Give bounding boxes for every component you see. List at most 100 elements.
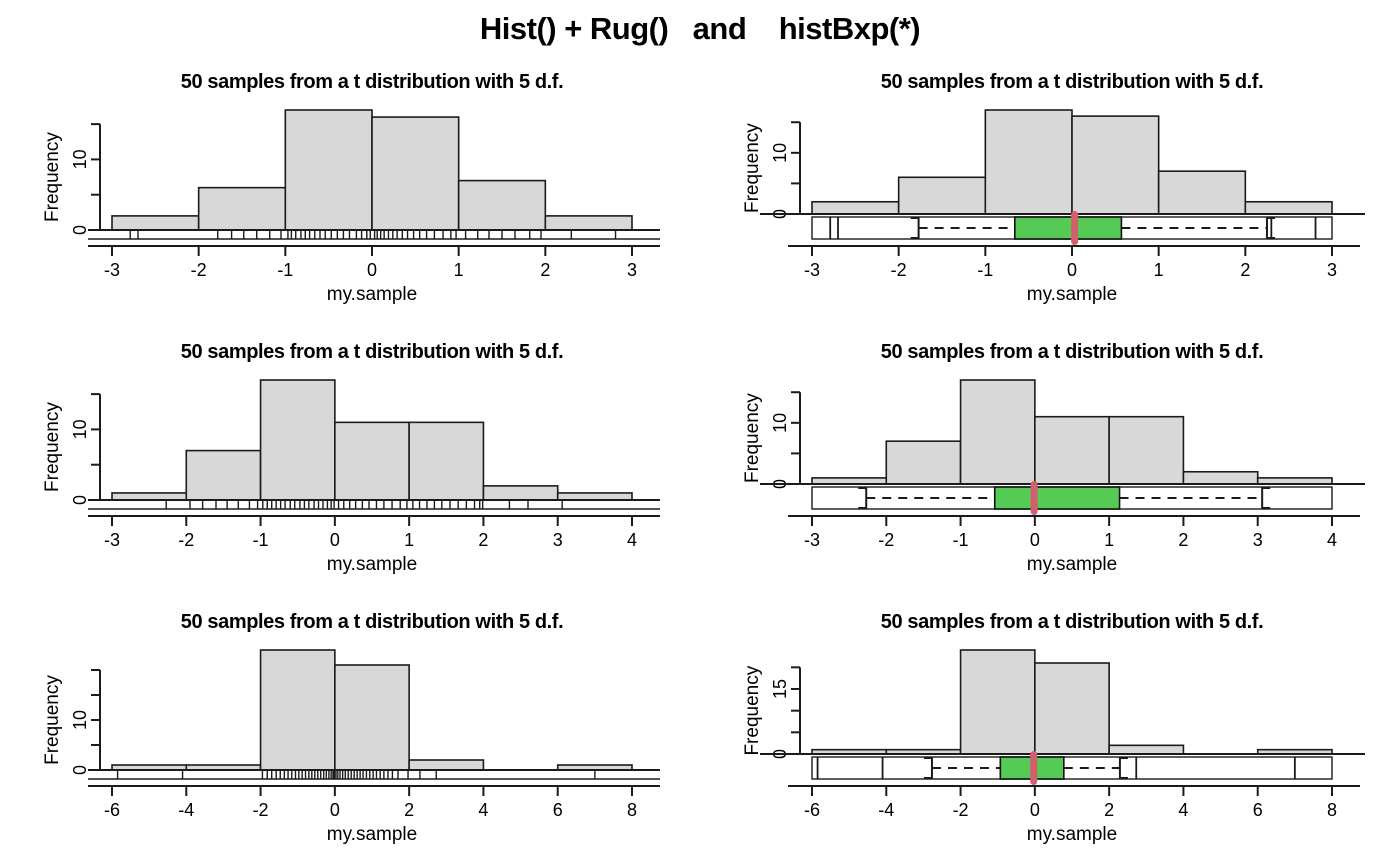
y-tick-label: 15 xyxy=(770,679,790,699)
hist-bar xyxy=(334,664,410,771)
x-tick-label: 2 xyxy=(1178,530,1188,550)
x-axis: -3 -2 -1 0 1 2 3 my.sample xyxy=(88,245,660,305)
panel-hist-rug-3: 50 samples from a t distribution with 5 … xyxy=(0,598,700,866)
panel-title: 50 samples from a t distribution with 5 … xyxy=(181,341,563,363)
y-axis: 0 10 Frequency xyxy=(42,123,101,235)
x-tick-label: -2 xyxy=(253,800,269,820)
x-tick-label: -3 xyxy=(804,260,820,280)
hist-bar xyxy=(1034,662,1110,755)
hist-bar xyxy=(1244,200,1333,215)
panel-grid: 50 samples from a t distribution with 5 … xyxy=(0,58,1400,866)
x-tick-label: -6 xyxy=(104,800,120,820)
histbxp-t5-row3-svg: 50 samples from a t distribution with 5 … xyxy=(742,611,1365,845)
boxplot xyxy=(760,751,1365,785)
x-tick-label: 3 xyxy=(553,530,563,550)
y-tick-label: 10 xyxy=(770,143,790,163)
y-tick-label: 0 xyxy=(70,495,90,505)
x-axis-title: my.sample xyxy=(1027,284,1117,305)
hist-bar xyxy=(111,215,200,231)
median-marker xyxy=(1071,211,1079,245)
y-axis-title: Frequency xyxy=(742,665,763,755)
hist-bar xyxy=(1108,744,1185,755)
panel-hist-rug-2: 50 samples from a t distribution with 5 … xyxy=(0,328,700,598)
x-tick-label: 0 xyxy=(1067,260,1077,280)
histbxp-t5-row2-svg: 50 samples from a t distribution with 5 … xyxy=(742,341,1365,575)
iqr-box xyxy=(993,486,1121,510)
x-tick-label: -1 xyxy=(277,260,293,280)
hist-bar xyxy=(1157,170,1247,215)
x-tick-label: -1 xyxy=(953,530,969,550)
x-tick-label: 2 xyxy=(540,260,550,280)
x-tick-label: 0 xyxy=(1030,800,1040,820)
x-tick-label: 6 xyxy=(1253,800,1263,820)
x-tick-label: -2 xyxy=(191,260,207,280)
hist-bar xyxy=(408,421,485,501)
y-axis: 0 10 Frequency xyxy=(42,393,101,505)
hist-bar xyxy=(1034,415,1110,485)
x-tick-label: 1 xyxy=(1104,530,1114,550)
hist-bar xyxy=(197,186,287,231)
hist-bar xyxy=(897,176,987,215)
x-tick-label: -1 xyxy=(977,260,993,280)
median-marker xyxy=(1030,481,1038,515)
hist-bar xyxy=(1071,115,1160,215)
main-title: Hist() + Rug() and histBxp(*) xyxy=(479,11,921,46)
histogram-bars xyxy=(811,379,1333,485)
hist-bar xyxy=(984,109,1073,215)
hist-rug-t5-row1-svg: 50 samples from a t distribution with 5 … xyxy=(42,71,660,305)
hist-bar xyxy=(457,179,547,231)
y-tick-label: 10 xyxy=(70,419,90,439)
x-tick-label: 3 xyxy=(627,260,637,280)
x-tick-label: 0 xyxy=(367,260,377,280)
hist-bar xyxy=(408,759,485,771)
y-tick-label: 0 xyxy=(70,765,90,775)
iqr-box xyxy=(1013,216,1123,240)
x-tick-label: -1 xyxy=(253,530,269,550)
x-axis-title: my.sample xyxy=(327,284,417,305)
hist-bar xyxy=(371,116,460,231)
x-axis: -6 -4 -2 0 2 4 6 8 my.sample xyxy=(788,785,1360,845)
y-axis: 0 10 Frequency xyxy=(42,669,101,775)
y-axis-title: Frequency xyxy=(42,402,63,492)
x-tick-label: -2 xyxy=(891,260,907,280)
panel-title: 50 samples from a t distribution with 5 … xyxy=(881,71,1263,93)
panel-title: 50 samples from a t distribution with 5 … xyxy=(881,611,1263,633)
panel-hist-rug-1: 50 samples from a t distribution with 5 … xyxy=(0,58,700,328)
rug-marks xyxy=(88,499,660,510)
median-marker xyxy=(1030,751,1038,785)
x-tick-label: 0 xyxy=(330,800,340,820)
panel-hist-bxp-2: 50 samples from a t distribution with 5 … xyxy=(700,328,1400,598)
x-tick-label: 8 xyxy=(1327,800,1337,820)
x-tick-label: 4 xyxy=(627,530,637,550)
hist-rug-t5-row2-svg: 50 samples from a t distribution with 5 … xyxy=(42,341,660,575)
x-tick-label: -2 xyxy=(878,530,894,550)
hist-bar xyxy=(556,492,633,501)
x-tick-label: 2 xyxy=(404,800,414,820)
hist-bar xyxy=(334,421,410,501)
y-tick-label: 10 xyxy=(70,710,90,730)
x-tick-label: -3 xyxy=(804,530,820,550)
x-tick-label: 3 xyxy=(1253,530,1263,550)
hist-bar xyxy=(811,200,900,215)
x-tick-label: 6 xyxy=(553,800,563,820)
x-axis-title: my.sample xyxy=(1027,824,1117,845)
x-tick-label: -2 xyxy=(178,530,194,550)
hist-bar xyxy=(1182,470,1259,485)
y-tick-label: 10 xyxy=(70,149,90,169)
y-tick-label: 10 xyxy=(770,413,790,433)
x-axis: -3 -2 -1 0 1 2 3 4 my.sample xyxy=(88,515,660,575)
y-axis-title: Frequency xyxy=(42,132,63,222)
hist-bar xyxy=(259,649,336,771)
boxplot xyxy=(760,211,1365,245)
hist-bar xyxy=(544,215,633,231)
rug-marks xyxy=(88,769,660,780)
x-axis: -6 -4 -2 0 2 4 6 8 my.sample xyxy=(88,785,660,845)
hist-bar xyxy=(959,379,1036,485)
x-axis-title: my.sample xyxy=(327,824,417,845)
hist-bar xyxy=(111,492,188,501)
y-tick-label: 0 xyxy=(70,225,90,235)
x-tick-label: 2 xyxy=(1240,260,1250,280)
hist-bar xyxy=(1108,415,1185,485)
rug-marks xyxy=(88,229,660,240)
